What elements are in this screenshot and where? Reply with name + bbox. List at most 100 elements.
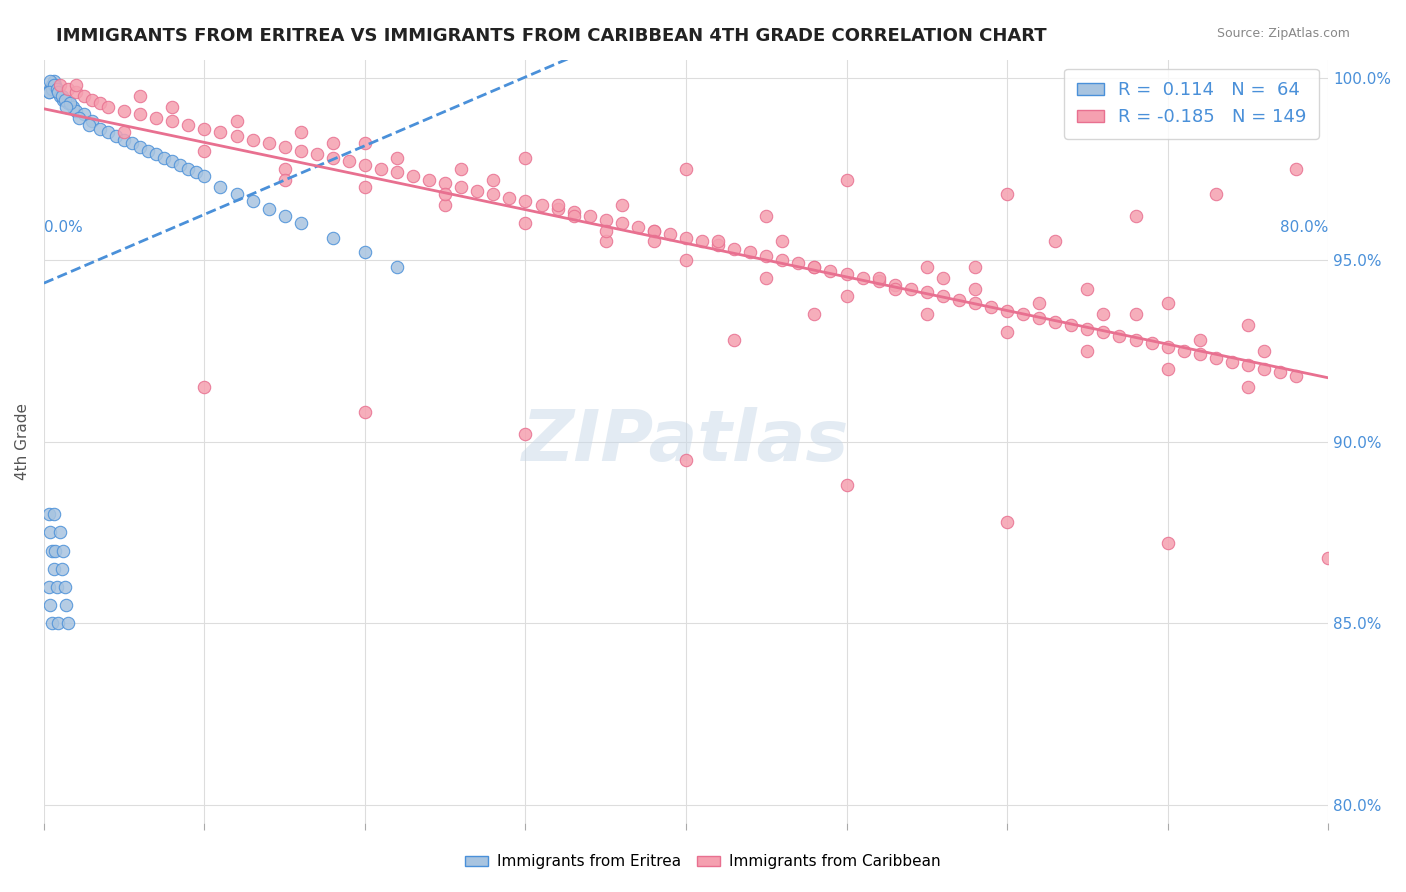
Point <box>112 133 135 147</box>
Point <box>465 184 488 198</box>
Point <box>963 282 986 296</box>
Point <box>995 326 1018 340</box>
Point <box>1237 318 1260 333</box>
Point <box>675 231 697 245</box>
Point <box>45 580 67 594</box>
Point <box>53 580 76 594</box>
Point <box>56 96 79 111</box>
Point <box>305 147 328 161</box>
Point <box>963 260 986 274</box>
Point <box>515 427 537 442</box>
Point <box>49 525 72 540</box>
Point <box>1220 354 1243 368</box>
Point <box>290 125 312 139</box>
Point <box>121 136 143 151</box>
Point <box>1237 380 1260 394</box>
Point <box>105 128 128 143</box>
Point <box>225 128 247 143</box>
Point <box>723 333 745 347</box>
Point <box>755 209 778 223</box>
Point <box>52 543 75 558</box>
Point <box>434 198 457 212</box>
Point <box>595 212 617 227</box>
Point <box>1092 326 1115 340</box>
Point <box>257 202 280 216</box>
Point <box>1237 358 1260 372</box>
Point <box>49 78 72 92</box>
Point <box>1125 209 1147 223</box>
Point <box>273 172 295 186</box>
Point <box>1125 307 1147 321</box>
Point <box>322 151 344 165</box>
Point <box>932 270 955 285</box>
Point <box>1045 235 1067 249</box>
Point <box>42 78 65 92</box>
Point <box>1205 187 1227 202</box>
Point <box>41 81 63 95</box>
Point <box>77 118 100 132</box>
Point <box>482 172 505 186</box>
Point <box>290 216 312 230</box>
Point <box>402 169 425 183</box>
Point <box>136 144 159 158</box>
Point <box>562 205 585 219</box>
Point <box>354 245 377 260</box>
Point <box>41 616 63 631</box>
Point <box>129 89 152 103</box>
Point <box>186 165 208 179</box>
Point <box>42 508 65 522</box>
Point <box>385 151 408 165</box>
Point <box>995 515 1018 529</box>
Point <box>55 100 77 114</box>
Point <box>49 89 72 103</box>
Text: IMMIGRANTS FROM ERITREA VS IMMIGRANTS FROM CARIBBEAN 4TH GRADE CORRELATION CHART: IMMIGRANTS FROM ERITREA VS IMMIGRANTS FR… <box>56 27 1047 45</box>
Point <box>44 78 66 92</box>
Point <box>932 289 955 303</box>
Point <box>385 260 408 274</box>
Point <box>915 285 938 300</box>
Point <box>948 293 970 307</box>
Point <box>770 235 793 249</box>
Point <box>62 100 84 114</box>
Point <box>1060 318 1083 333</box>
Point <box>1125 333 1147 347</box>
Point <box>46 86 69 100</box>
Point <box>450 180 472 194</box>
Point <box>707 235 730 249</box>
Point <box>38 86 60 100</box>
Point <box>45 81 67 95</box>
Point <box>900 282 922 296</box>
Legend: Immigrants from Eritrea, Immigrants from Caribbean: Immigrants from Eritrea, Immigrants from… <box>460 848 946 875</box>
Point <box>51 89 73 103</box>
Point <box>42 562 65 576</box>
Y-axis label: 4th Grade: 4th Grade <box>15 403 30 480</box>
Point <box>1188 333 1211 347</box>
Point <box>1012 307 1035 321</box>
Point <box>868 275 890 289</box>
Point <box>53 93 76 107</box>
Point <box>97 100 120 114</box>
Point <box>55 599 77 613</box>
Point <box>434 176 457 190</box>
Point <box>1076 322 1098 336</box>
Point <box>1076 343 1098 358</box>
Point <box>385 165 408 179</box>
Point <box>80 114 103 128</box>
Point <box>755 249 778 263</box>
Point <box>995 187 1018 202</box>
Point <box>80 93 103 107</box>
Point <box>418 172 440 186</box>
Point <box>193 169 215 183</box>
Point <box>610 216 633 230</box>
Point <box>515 216 537 230</box>
Point <box>169 158 191 172</box>
Text: ZIPatlas: ZIPatlas <box>522 407 849 476</box>
Point <box>1092 307 1115 321</box>
Point <box>112 125 135 139</box>
Point <box>595 223 617 237</box>
Text: 80.0%: 80.0% <box>1279 220 1329 235</box>
Point <box>290 144 312 158</box>
Point <box>1205 351 1227 365</box>
Point <box>627 219 650 234</box>
Point <box>723 242 745 256</box>
